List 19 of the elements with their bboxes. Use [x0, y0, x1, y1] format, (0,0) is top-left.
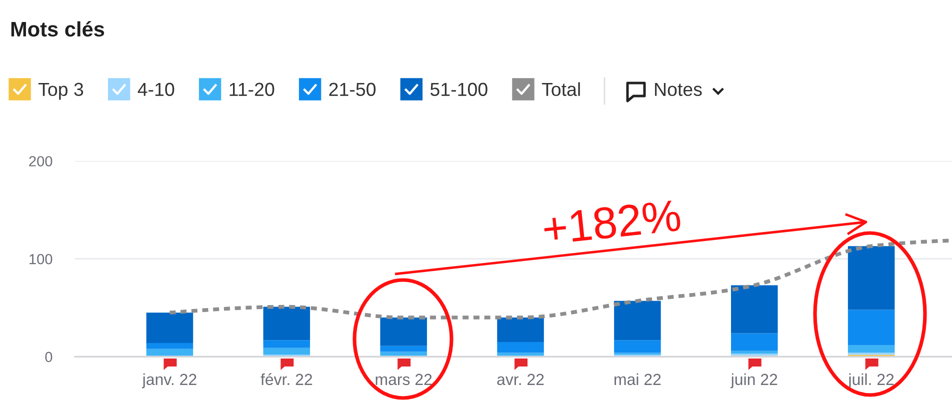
x-tick-label: juil. 22	[848, 373, 894, 388]
x-tick-label: févr. 22	[260, 373, 312, 386]
text: Notes	[655, 82, 702, 96]
x-tick-label: janv. 22	[142, 373, 196, 388]
legend-label: 51-100	[430, 82, 488, 96]
legend-label: 4-10	[138, 82, 174, 96]
x-tick-label: juin 22	[730, 373, 778, 388]
legend-label: 11-20	[230, 82, 274, 96]
chart-title: Mots clés	[11, 21, 104, 37]
legend-label: 21-50	[329, 82, 376, 96]
y-tick-label: 200	[29, 156, 52, 166]
legend-label: Top 3	[38, 82, 84, 100]
x-tick-label: mai 22	[614, 373, 661, 386]
y-tick-label: 100	[30, 254, 52, 264]
annotation: +182%	[542, 199, 682, 245]
legend-label: Total	[542, 82, 580, 96]
x-tick-label: mars 22	[376, 374, 432, 386]
y-tick-label: 0	[45, 352, 52, 362]
x-tick-label: avr. 22	[497, 374, 544, 386]
